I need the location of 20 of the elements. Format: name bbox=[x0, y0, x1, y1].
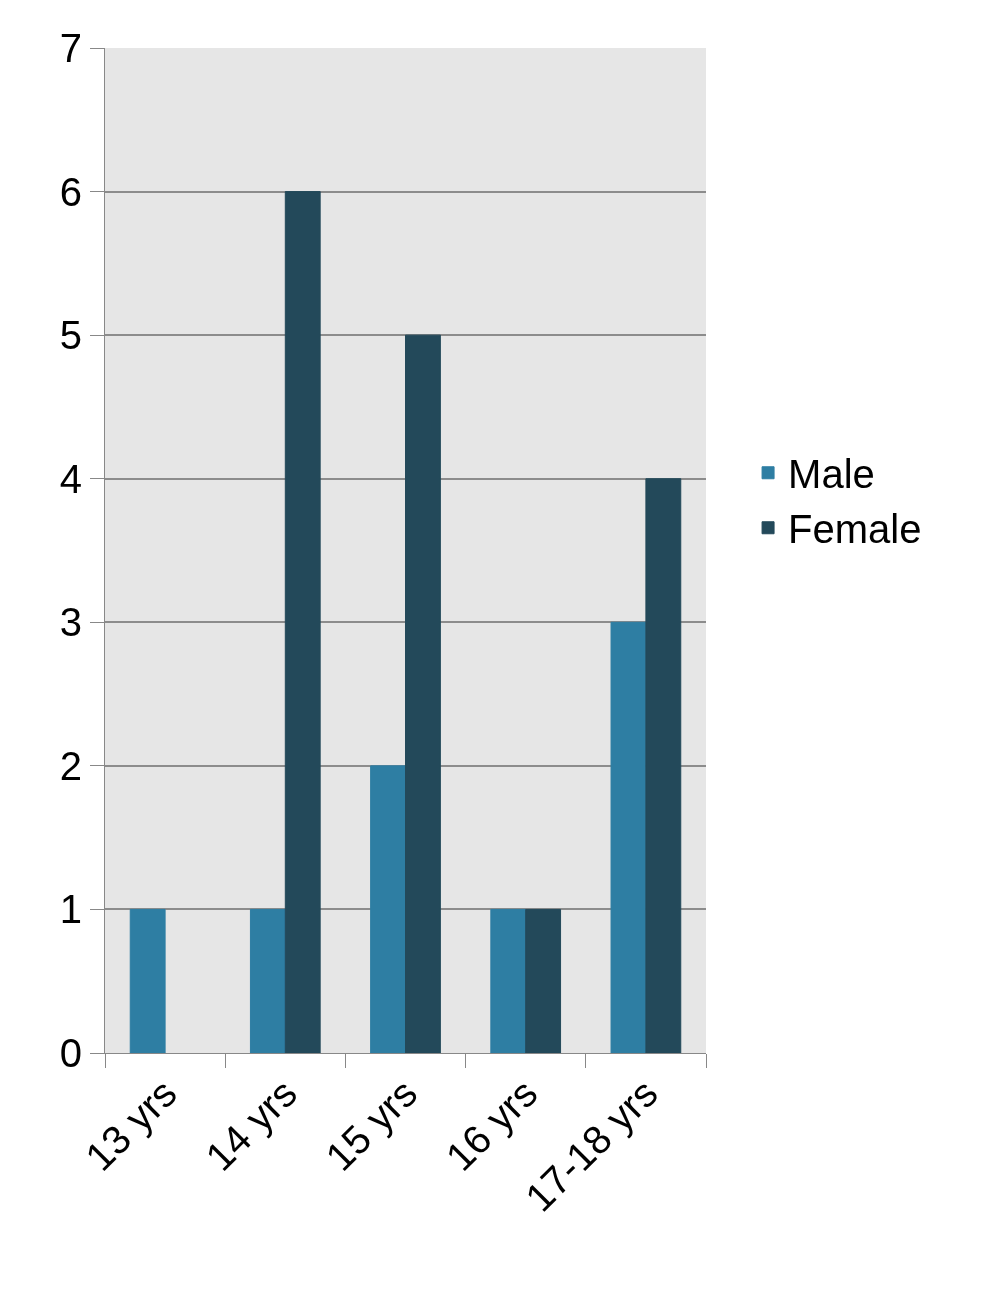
y-tick-label: 2 bbox=[59, 743, 82, 788]
legend-label: Male bbox=[788, 452, 875, 497]
y-tick-label: 1 bbox=[59, 887, 82, 932]
legend-label: Female bbox=[788, 507, 922, 552]
bar bbox=[405, 334, 441, 1053]
bar bbox=[129, 908, 166, 1053]
y-tick-label: 7 bbox=[59, 26, 82, 70]
bar bbox=[525, 908, 562, 1053]
bar bbox=[249, 908, 286, 1053]
bar bbox=[645, 478, 682, 1053]
y-tick-label: 6 bbox=[59, 169, 82, 214]
y-tick-label: 3 bbox=[59, 600, 82, 645]
y-tick-label: 5 bbox=[59, 313, 82, 358]
bar bbox=[610, 621, 647, 1053]
bar bbox=[490, 908, 527, 1053]
y-tick-label: 4 bbox=[59, 456, 82, 501]
x-tick-label: 14 yrs bbox=[196, 1070, 306, 1179]
bar bbox=[284, 191, 321, 1053]
x-tick-label: 15 yrs bbox=[317, 1070, 426, 1179]
bar bbox=[370, 765, 406, 1053]
